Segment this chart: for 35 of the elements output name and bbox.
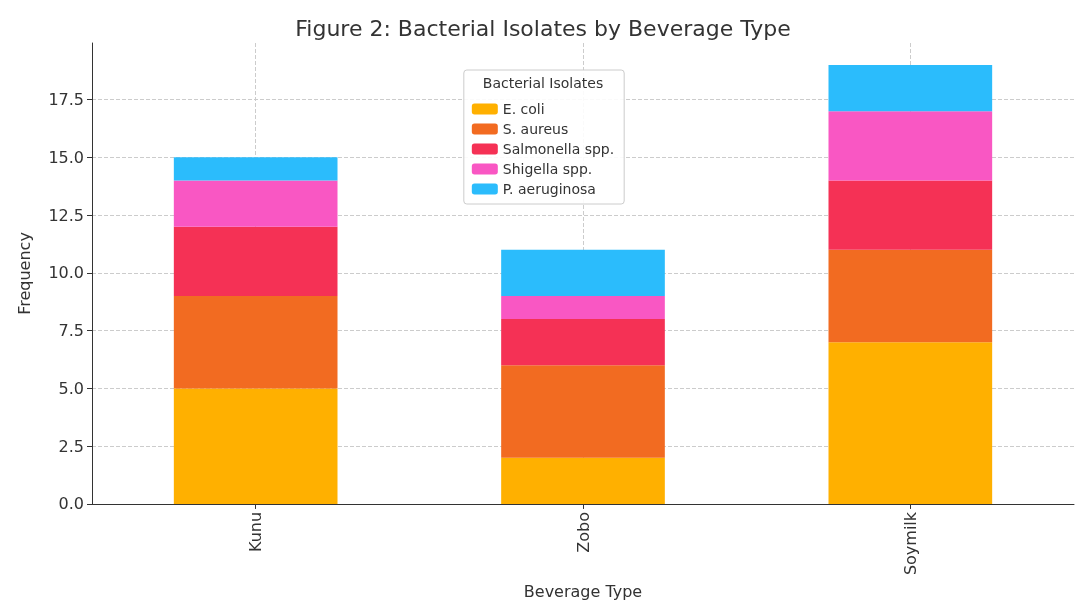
y-tick-label: 5.0 <box>58 378 84 398</box>
y-axis-title: Frequency <box>14 232 34 315</box>
bar <box>501 249 665 296</box>
bar <box>173 226 338 296</box>
x-tick-label: Soymilk <box>900 511 920 576</box>
bar <box>828 111 993 181</box>
legend-label: Salmonella spp. <box>502 141 615 157</box>
x-axis-title: Beverage Type <box>523 581 643 601</box>
y-tick-label: 2.5 <box>58 436 84 456</box>
x-tick-label: Zobo <box>573 511 593 553</box>
bar <box>828 249 993 343</box>
legend-label: Shigella spp. <box>502 161 593 177</box>
y-tick-label: 7.5 <box>58 321 84 341</box>
bar <box>173 180 338 227</box>
legend-title: Bacterial Isolates <box>482 75 604 91</box>
bar <box>828 64 993 112</box>
bar <box>501 296 665 320</box>
y-tick-label: 0.0 <box>58 494 84 514</box>
x-tick-label: Kunu <box>246 511 266 553</box>
bar <box>501 319 665 366</box>
bar <box>501 457 665 504</box>
bar <box>173 157 338 181</box>
legend-label: E. coli <box>502 101 545 117</box>
bar <box>828 180 993 250</box>
legend-label: P. aeruginosa <box>502 181 596 197</box>
y-tick-label: 17.5 <box>48 90 84 110</box>
bar <box>501 365 665 458</box>
chart-title: Figure 2: Bacterial Isolates by Beverage Type <box>295 15 791 41</box>
bar <box>828 342 993 504</box>
y-tick-label: 10.0 <box>48 263 84 283</box>
bar <box>173 296 338 389</box>
y-tick-label: 12.5 <box>48 205 84 225</box>
bar <box>173 388 338 504</box>
y-tick-label: 15.0 <box>48 147 84 167</box>
legend-label: S. aureus <box>502 121 569 137</box>
